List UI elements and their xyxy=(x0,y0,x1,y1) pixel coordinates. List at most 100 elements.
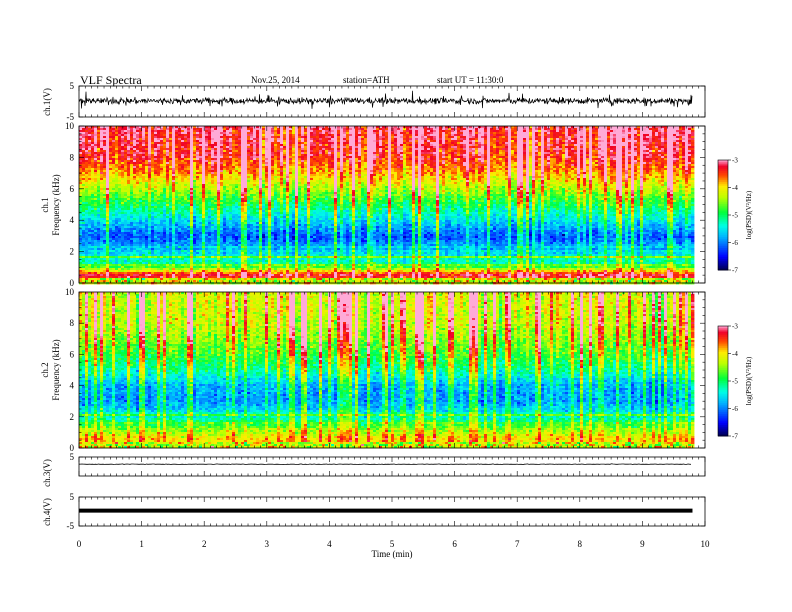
ch2-colorbar-cell xyxy=(718,382,728,386)
ch2-colorbar xyxy=(718,326,728,437)
ch1-colorbar-cell xyxy=(718,242,728,245)
ch1-colorbar-cell xyxy=(718,260,728,264)
x-tick-label: 7 xyxy=(515,539,520,549)
ch1-colorbar-cell xyxy=(718,266,728,269)
ch1-colorbar-cell xyxy=(718,202,728,205)
ch2-spectrogram-ytick-label: 0 xyxy=(70,443,75,453)
ch2-colorbar-cell xyxy=(718,331,728,334)
x-tick-label: 10 xyxy=(701,539,711,549)
ch2-colorbar-cell xyxy=(718,355,728,358)
ch1-colorbar-cell xyxy=(718,237,728,240)
ch1-colorbar-cell xyxy=(718,185,728,188)
ch2-colorbar-cell xyxy=(718,348,728,351)
ch1-colorbar-cell xyxy=(718,259,728,262)
x-tick-label: 8 xyxy=(578,539,583,549)
x-tick-label: 5 xyxy=(390,539,395,549)
ch2-colorbar-cell xyxy=(718,423,728,426)
ch1-colorbar-cell xyxy=(718,216,728,220)
ch1-colorbar-tick-label: -7 xyxy=(732,267,738,275)
ch2-colorbar-cell xyxy=(718,335,728,338)
ch2-spectrogram-ytick-label: 8 xyxy=(70,318,75,328)
ch1-spectrogram-ytick-label: 10 xyxy=(65,121,75,131)
ch2-colorbar-cell xyxy=(718,393,728,397)
ch1-colorbar-cell xyxy=(718,193,728,196)
ch2-colorbar-tick-label: -4 xyxy=(732,350,738,358)
ch2-colorbar-label: log(PSD)(V²/Hz) xyxy=(745,356,753,405)
ch1-colorbar-cell xyxy=(718,191,728,194)
ch2-colorbar-tick-label: -3 xyxy=(732,323,738,331)
ch2-colorbar-cell xyxy=(718,373,728,376)
ch1-waveform-trace xyxy=(78,90,693,109)
ch1-colorbar-cell xyxy=(718,240,728,243)
ch1-colorbar-cell xyxy=(718,163,728,166)
ch2-colorbar-cell xyxy=(718,384,728,387)
x-tick-label: 6 xyxy=(452,539,457,549)
ch1-spectrogram-ytick-label: 8 xyxy=(70,152,75,162)
ch2-colorbar-cell xyxy=(718,346,728,349)
ch2-colorbar-cell xyxy=(718,401,728,404)
ch2-colorbar-cell xyxy=(718,327,728,331)
ch2-colorbar-cell xyxy=(718,403,728,406)
header-station: station=ATH xyxy=(343,75,390,85)
ch1-colorbar-cell xyxy=(718,235,728,238)
ch2-colorbar-cell xyxy=(718,337,728,340)
ch2-spectrogram-ytick-label: 10 xyxy=(65,287,75,297)
ch1-spectrogram-ylabel-frequency: Frequency (kHz) xyxy=(51,174,61,235)
ch2-spectrogram-heatmap xyxy=(79,292,695,449)
ch2-colorbar-cell xyxy=(718,426,728,430)
ch1-colorbar-cell xyxy=(718,246,728,249)
ch2-colorbar-cell xyxy=(718,428,728,431)
ch1-colorbar-cell xyxy=(718,226,728,229)
ch1-colorbar-tick-label: -6 xyxy=(732,239,738,247)
ch2-colorbar-cell xyxy=(718,364,728,367)
ch2-colorbar-cell xyxy=(718,417,728,420)
ch2-spectrogram-ylabel-channel: ch.2 xyxy=(40,362,50,377)
ch1-colorbar-cell xyxy=(718,174,728,177)
ch4-waveform-ytick-label: 5 xyxy=(70,492,75,502)
ch1-waveform-ytick-label: 5 xyxy=(70,81,75,91)
ch3-waveform-ytick-label: 5 xyxy=(70,452,75,462)
ch2-colorbar-cell xyxy=(718,395,728,398)
ch1-spectrogram-ytick-label: 6 xyxy=(70,184,75,194)
ch2-colorbar-cell xyxy=(718,408,728,411)
ch1-spectrogram-ytick-label: 0 xyxy=(70,278,75,288)
ch2-colorbar-cell xyxy=(718,344,728,347)
ch2-colorbar-cell xyxy=(718,425,728,428)
ch1-colorbar-cell xyxy=(718,253,728,256)
ch1-colorbar-cell xyxy=(718,257,728,260)
ch1-colorbar-cell xyxy=(718,207,728,210)
ch1-colorbar-cell xyxy=(718,200,728,203)
ch1-waveform-ylabel: ch.1(V) xyxy=(42,88,52,116)
ch1-colorbar-cell xyxy=(718,231,728,234)
ch2-colorbar-cell xyxy=(718,379,728,382)
ch1-colorbar-cell xyxy=(718,183,728,187)
x-tick-label: 3 xyxy=(265,539,270,549)
ch1-colorbar-cell xyxy=(718,233,728,236)
ch2-colorbar-cell xyxy=(718,399,728,402)
ch1-colorbar-cell xyxy=(718,218,728,221)
ch1-colorbar-cell xyxy=(718,182,728,185)
ch2-colorbar-cell xyxy=(718,381,728,384)
x-tick-label: 1 xyxy=(139,539,144,549)
ch2-colorbar-tick-label: -7 xyxy=(732,433,738,441)
ch1-colorbar-cell xyxy=(718,196,728,199)
ch1-colorbar-cell xyxy=(718,211,728,214)
ch4-waveform-ylabel: ch.4(V) xyxy=(42,498,52,526)
x-tick-label: 2 xyxy=(202,539,207,549)
ch2-colorbar-cell xyxy=(718,375,728,378)
ch2-colorbar-tick-label: -5 xyxy=(732,378,738,386)
x-tick-label: 4 xyxy=(327,539,332,549)
ch2-spectrogram-ytick-label: 4 xyxy=(70,381,75,391)
ch2-colorbar-cell xyxy=(718,386,728,389)
ch2-colorbar-cell xyxy=(718,329,728,332)
ch1-colorbar-cell xyxy=(718,160,728,163)
x-tick-label: 0 xyxy=(77,539,82,549)
ch1-colorbar-cell xyxy=(718,176,728,179)
ch1-colorbar xyxy=(718,160,728,271)
ch1-colorbar-cell xyxy=(718,172,728,176)
ch1-colorbar-cell xyxy=(718,169,728,172)
x-axis-label: Time (min) xyxy=(372,549,413,559)
ch2-spectrogram-ytick-label: 6 xyxy=(70,349,75,359)
ch3-waveform-trace xyxy=(78,463,692,466)
